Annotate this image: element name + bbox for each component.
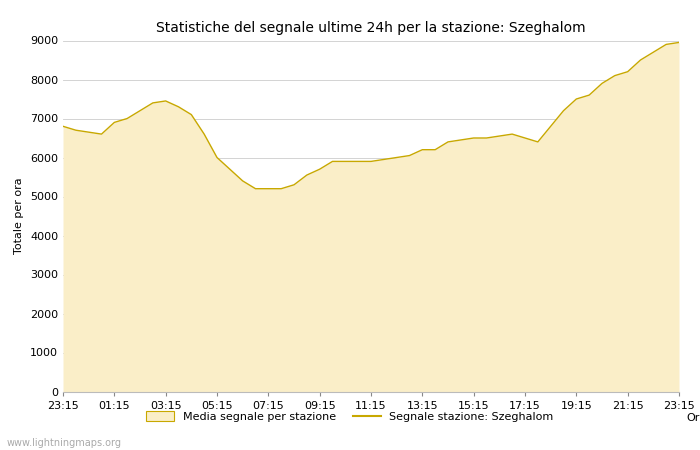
X-axis label: Orario: Orario	[686, 413, 700, 423]
Text: www.lightningmaps.org: www.lightningmaps.org	[7, 438, 122, 448]
Title: Statistiche del segnale ultime 24h per la stazione: Szeghalom: Statistiche del segnale ultime 24h per l…	[156, 21, 586, 35]
Legend: Media segnale per stazione, Segnale stazione: Szeghalom: Media segnale per stazione, Segnale staz…	[142, 407, 558, 427]
Y-axis label: Totale per ora: Totale per ora	[15, 178, 24, 254]
